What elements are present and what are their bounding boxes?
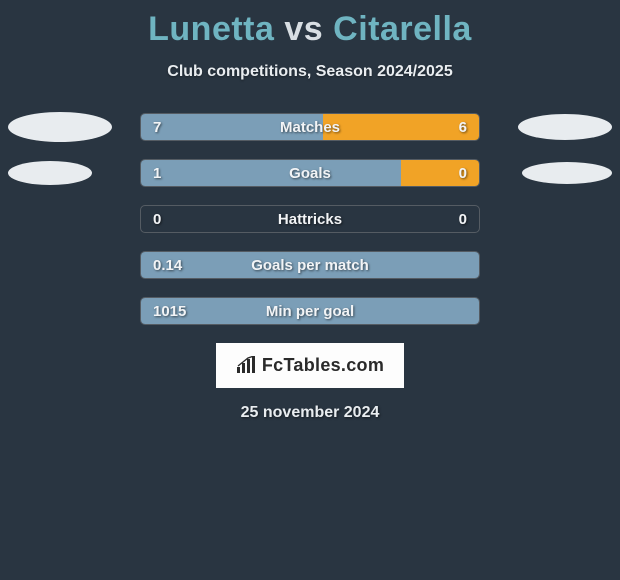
bars-icon [236, 356, 258, 374]
player1-avatar [8, 161, 92, 185]
player1-bar-segment [141, 114, 323, 140]
snapshot-date: 25 november 2024 [0, 404, 620, 422]
footer: FcTables.com [0, 343, 620, 388]
stat-bars-container: Matches76 Goals10 Hattricks0 0 Goals per mat… [0, 113, 620, 325]
stat-row: Min per goal1015 [0, 297, 620, 325]
stat-bar-track: Goals10 [140, 159, 480, 187]
player1-name: Lunetta [148, 10, 274, 48]
player2-avatar [522, 162, 612, 184]
stat-label: Hattricks [141, 206, 479, 233]
stat-bar-track: Goals per match0.14 [140, 251, 480, 279]
stat-row: Matches76 [0, 113, 620, 141]
player1-bar-segment [141, 298, 479, 324]
player2-bar-segment [323, 114, 479, 140]
stat-row: Goals10 [0, 159, 620, 187]
player2-value: 0 [459, 206, 467, 233]
stat-bar-track: Min per goal1015 [140, 297, 480, 325]
player1-bar-segment [141, 252, 479, 278]
comparison-title: Lunetta vs Citarella [0, 0, 620, 49]
stat-row: Goals per match0.14 [0, 251, 620, 279]
player1-avatar [8, 112, 112, 142]
subtitle: Club competitions, Season 2024/2025 [0, 63, 620, 81]
site-logo: FcTables.com [216, 343, 404, 388]
player1-bar-segment [141, 160, 401, 186]
player2-name: Citarella [333, 10, 472, 48]
player2-avatar [518, 114, 612, 140]
logo-text: FcTables.com [262, 355, 384, 375]
player2-bar-segment [401, 160, 479, 186]
stat-bar-track: Hattricks0 0 [140, 205, 480, 233]
stat-row: Hattricks0 0 [0, 205, 620, 233]
title-vs: vs [284, 10, 323, 48]
stat-bar-track: Matches76 [140, 113, 480, 141]
player1-value: 0 [153, 206, 161, 233]
